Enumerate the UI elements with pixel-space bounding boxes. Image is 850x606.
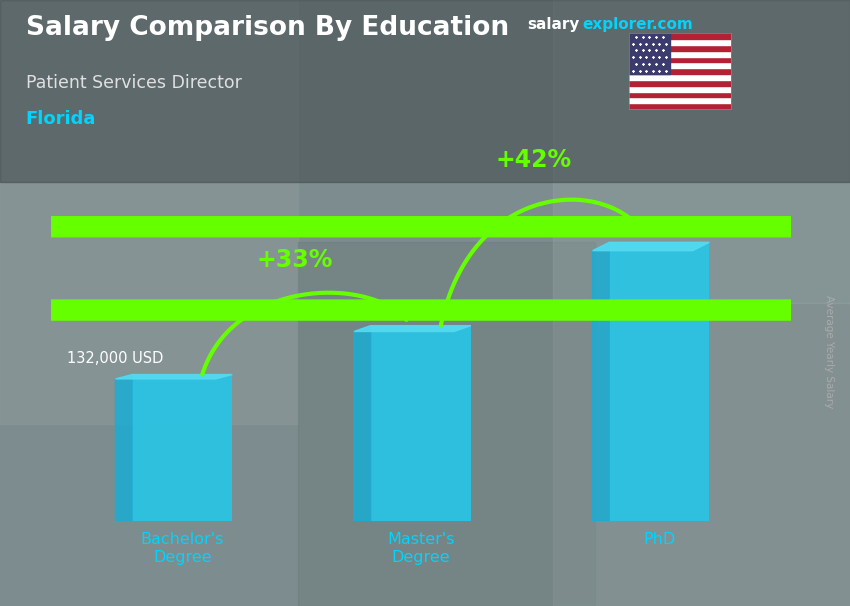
Text: +33%: +33% bbox=[257, 248, 332, 272]
Bar bbox=[629, 33, 731, 39]
Text: 176,000 USD: 176,000 USD bbox=[348, 302, 445, 317]
Polygon shape bbox=[592, 242, 609, 521]
Bar bbox=[629, 68, 731, 74]
Text: 132,000 USD: 132,000 USD bbox=[67, 351, 163, 365]
Text: salary: salary bbox=[527, 17, 580, 32]
Bar bbox=[552, 303, 850, 606]
Bar bbox=[629, 74, 731, 80]
Polygon shape bbox=[116, 375, 132, 521]
Bar bbox=[629, 86, 731, 92]
Bar bbox=[552, 0, 850, 303]
Bar bbox=[629, 103, 731, 109]
Text: +42%: +42% bbox=[495, 148, 571, 172]
Bar bbox=[629, 39, 731, 45]
Bar bbox=[629, 56, 731, 62]
Bar bbox=[629, 33, 670, 74]
Bar bbox=[629, 92, 731, 98]
Text: Florida: Florida bbox=[26, 110, 96, 128]
Bar bbox=[609, 242, 710, 521]
Polygon shape bbox=[0, 300, 850, 320]
Bar bbox=[629, 51, 731, 56]
Bar bbox=[298, 242, 595, 606]
Text: 251,000 USD: 251,000 USD bbox=[587, 218, 683, 233]
Text: Average Yearly Salary: Average Yearly Salary bbox=[824, 295, 834, 408]
Bar bbox=[629, 62, 731, 68]
Bar bbox=[0, 0, 850, 182]
Bar bbox=[629, 45, 731, 51]
Text: Patient Services Director: Patient Services Director bbox=[26, 74, 241, 92]
Polygon shape bbox=[592, 242, 710, 251]
Bar bbox=[0, 0, 298, 424]
Bar bbox=[132, 375, 232, 521]
Bar bbox=[629, 98, 731, 103]
Polygon shape bbox=[354, 325, 371, 521]
Text: Salary Comparison By Education: Salary Comparison By Education bbox=[26, 15, 508, 41]
Bar bbox=[371, 325, 471, 521]
Polygon shape bbox=[116, 375, 232, 379]
Text: explorer.com: explorer.com bbox=[582, 17, 693, 32]
Polygon shape bbox=[354, 325, 471, 331]
Polygon shape bbox=[0, 217, 850, 237]
Bar bbox=[629, 80, 731, 86]
